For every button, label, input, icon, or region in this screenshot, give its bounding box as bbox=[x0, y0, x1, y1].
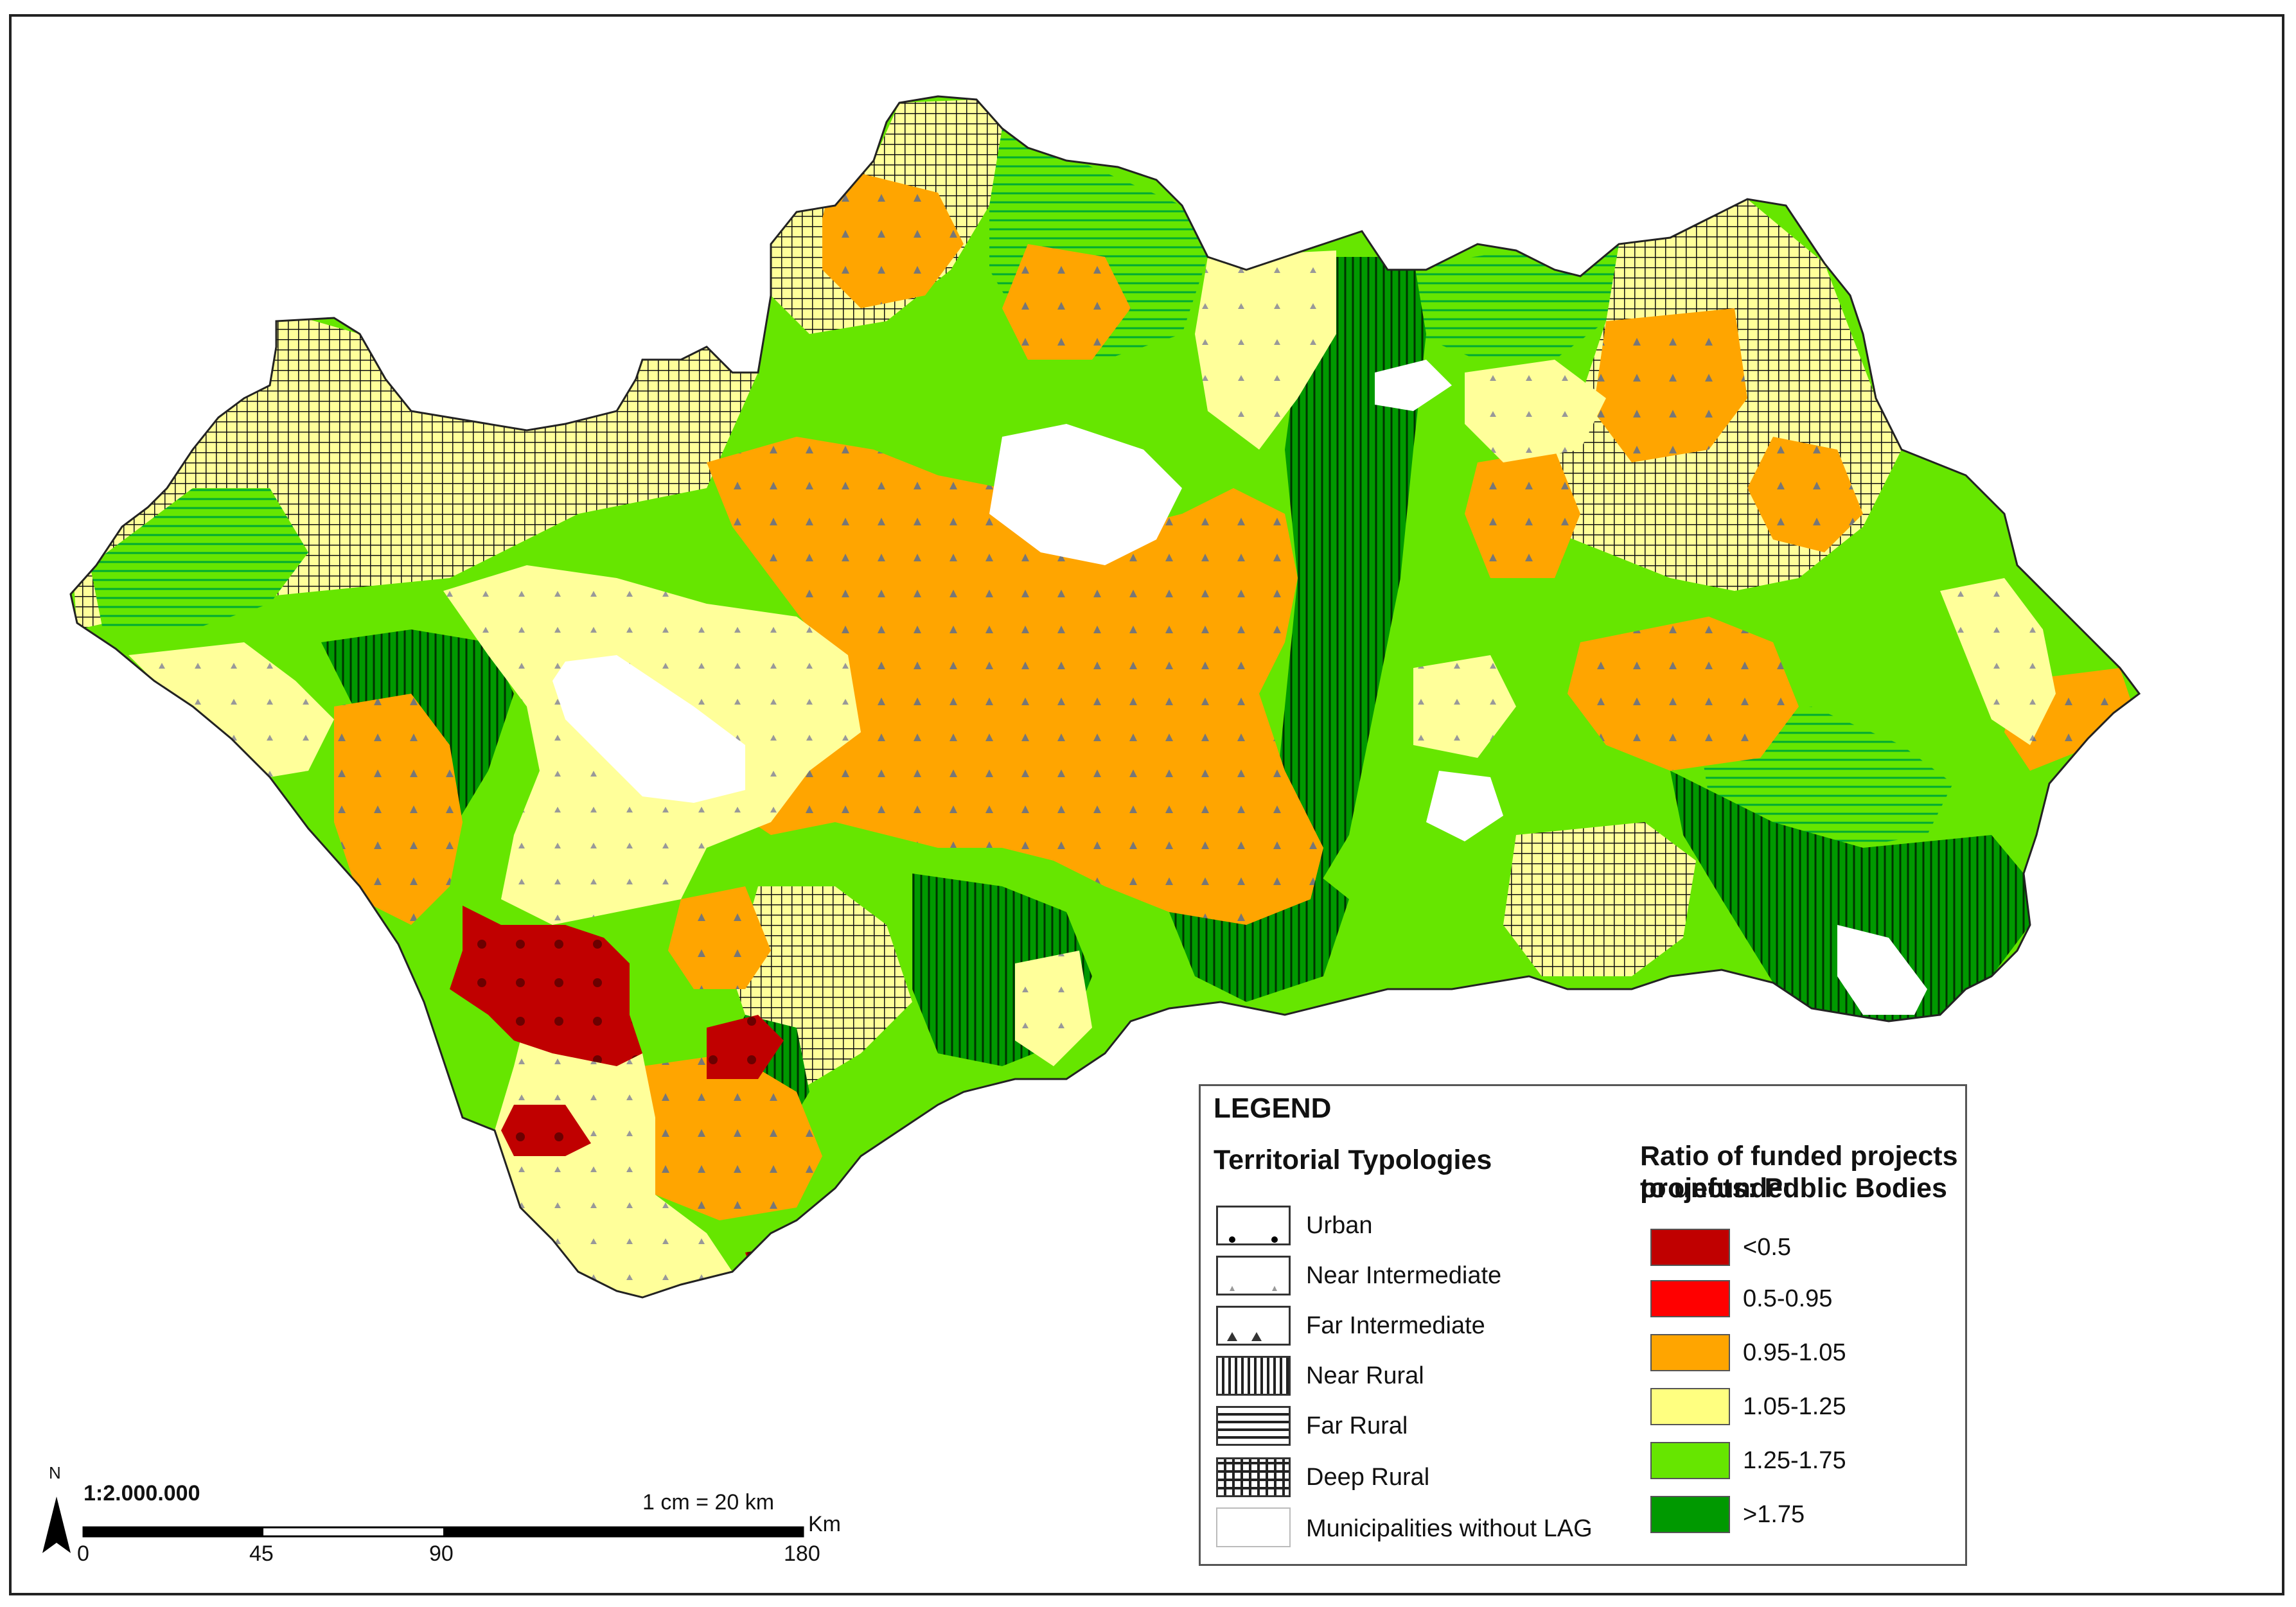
scale-ratio: 1:2.000.000 bbox=[84, 1481, 200, 1506]
swatch-far-intermediate bbox=[1216, 1306, 1291, 1346]
typology-deep-rural-label: Deep Rural bbox=[1306, 1464, 1430, 1491]
typology-near-rural-label: Near Rural bbox=[1306, 1362, 1424, 1389]
region-no-lag-almeria bbox=[1837, 925, 1927, 1015]
region-near-intermediate-s bbox=[1015, 951, 1092, 1066]
region-far-intermediate-c2 bbox=[1465, 450, 1580, 578]
swatch-deep-rural bbox=[1216, 1457, 1291, 1497]
typology-urban-label: Urban bbox=[1306, 1212, 1373, 1239]
swatch-ratio-2 bbox=[1650, 1280, 1730, 1317]
swatch-no-lag bbox=[1216, 1507, 1291, 1547]
scale-equivalence: 1 cm = 20 km bbox=[642, 1490, 775, 1515]
region-far-intermediate-sw2 bbox=[668, 886, 771, 989]
ratio-4-label: 1.05-1.25 bbox=[1743, 1393, 1846, 1420]
ratio-heading-line1: Ratio of funded projects to unfunded bbox=[1640, 1141, 1958, 1204]
scale-tick-0: 0 bbox=[77, 1541, 89, 1566]
typology-no-lag-label: Municipalities without LAG bbox=[1306, 1515, 1593, 1542]
region-far-intermediate-ne bbox=[1593, 308, 1747, 462]
scale-tick-45: 45 bbox=[249, 1541, 274, 1566]
swatch-ratio-4 bbox=[1650, 1388, 1730, 1425]
region-near-rural-se bbox=[1670, 771, 2030, 1021]
swatch-ratio-3 bbox=[1650, 1334, 1730, 1371]
region-urban-cadiz-jerez bbox=[450, 906, 642, 1066]
swatch-near-rural bbox=[1216, 1356, 1291, 1396]
region-far-intermediate-e bbox=[1567, 617, 1799, 771]
ratio-2-label: 0.5-0.95 bbox=[1743, 1285, 1833, 1312]
region-no-lag-cordoba bbox=[989, 424, 1182, 565]
map-frame bbox=[9, 14, 2284, 1595]
legend-box: LEGEND Territorial Typologies Ratio of f… bbox=[1199, 1084, 1967, 1566]
typology-far-intermediate-label: Far Intermediate bbox=[1306, 1312, 1485, 1339]
swatch-ratio-5 bbox=[1650, 1442, 1730, 1479]
swatch-far-rural bbox=[1216, 1406, 1291, 1446]
swatch-ratio-6 bbox=[1650, 1496, 1730, 1533]
north-arrow-icon bbox=[42, 1497, 71, 1553]
region-near-intermediate-far-w bbox=[128, 642, 334, 777]
region-urban-coast bbox=[501, 1105, 591, 1156]
region-near-rural-center bbox=[1272, 257, 1426, 899]
region-near-intermediate-c bbox=[1413, 655, 1516, 758]
typologies-heading: Territorial Typologies bbox=[1214, 1145, 1492, 1175]
region-near-intermediate-ne bbox=[1465, 360, 1606, 462]
region-far-intermediate-sw bbox=[642, 1053, 822, 1220]
ratio-6-label: >1.75 bbox=[1743, 1501, 1805, 1528]
swatch-ratio-1 bbox=[1650, 1229, 1730, 1266]
region-no-lag-jaen bbox=[1375, 360, 1452, 411]
swatch-urban bbox=[1216, 1206, 1291, 1245]
region-far-intermediate-central bbox=[707, 437, 1323, 925]
region-near-intermediate-n bbox=[1195, 250, 1336, 450]
legend-title: LEGEND bbox=[1214, 1093, 1332, 1124]
region-no-lag-sevilla bbox=[552, 655, 745, 803]
north-label: N bbox=[49, 1463, 61, 1482]
region-far-intermediate-ne2 bbox=[1747, 437, 1863, 552]
typology-near-intermediate-label: Near Intermediate bbox=[1306, 1262, 1502, 1289]
scale-tick-180: 180 bbox=[784, 1541, 820, 1566]
region-near-intermediate-sw bbox=[495, 1015, 732, 1297]
swatch-near-intermediate bbox=[1216, 1256, 1291, 1295]
scale-tick-90: 90 bbox=[429, 1541, 454, 1566]
typology-far-rural-label: Far Rural bbox=[1306, 1412, 1408, 1439]
scale-unit: Km bbox=[808, 1512, 841, 1536]
region-far-rural-ne bbox=[1388, 244, 1619, 360]
region-no-lag-granada bbox=[1426, 771, 1503, 841]
ratio-5-label: 1.25-1.75 bbox=[1743, 1447, 1846, 1474]
region-near-intermediate-e bbox=[1940, 578, 2056, 745]
region-far-intermediate-w bbox=[334, 694, 463, 925]
scale-bar bbox=[82, 1526, 804, 1538]
ratio-heading-line2: projects: Public Bodies bbox=[1640, 1173, 1947, 1204]
ratio-3-label: 0.95-1.05 bbox=[1743, 1339, 1846, 1366]
region-urban-south bbox=[707, 1015, 784, 1079]
ratio-1-label: <0.5 bbox=[1743, 1234, 1792, 1261]
region-deep-rural-se bbox=[1503, 822, 1696, 976]
region-far-intermediate-n2 bbox=[1002, 244, 1131, 360]
region-far-rural-w bbox=[90, 488, 308, 629]
region-far-intermediate-n bbox=[822, 167, 964, 308]
